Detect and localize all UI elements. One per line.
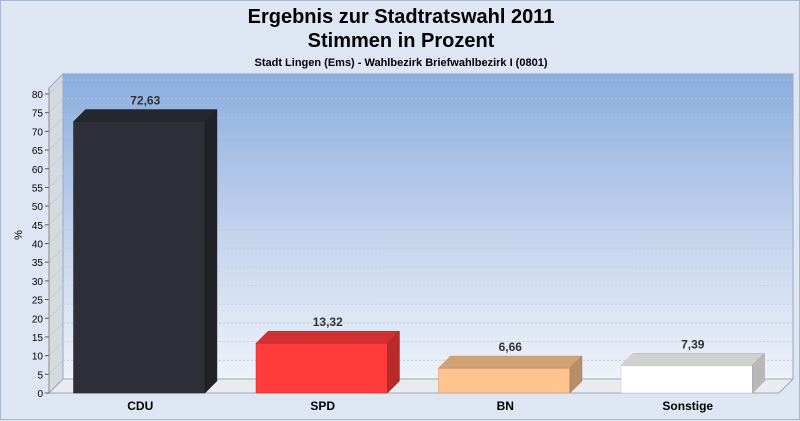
chart-title-2: Stimmen in Prozent xyxy=(307,30,495,52)
gridline-side xyxy=(48,247,64,263)
x-tick-label: Sonstige xyxy=(662,399,713,413)
data-label: 13,32 xyxy=(313,315,343,329)
y-tick-label: 60 xyxy=(32,165,44,176)
gridline-side xyxy=(48,191,64,207)
gridline-side xyxy=(48,229,64,244)
y-tick-label: 35 xyxy=(32,258,44,269)
bar-side xyxy=(387,330,400,394)
y-tick-label: 45 xyxy=(32,221,44,232)
y-tick-label: 80 xyxy=(32,90,44,101)
gridline-side xyxy=(48,266,64,282)
bar-front xyxy=(438,367,571,394)
y-tick-label: 75 xyxy=(32,109,44,120)
y-tick-label: 20 xyxy=(32,314,44,325)
gridline-side xyxy=(48,173,64,188)
labels: 0 5 10 15 20 25 30 35 40 45 50 55 60 65 70 75 80% 72,63 CD… xyxy=(13,90,713,413)
chart-title: Ergebnis zur Stadtratswahl 2011 xyxy=(247,6,555,28)
data-label: 6,66 xyxy=(499,340,523,354)
chart-subtitle: Stadt Lingen (Ems) - Wahlbezirk Briefwah… xyxy=(254,57,548,69)
y-tick-label: 0 xyxy=(37,389,43,400)
bar-front xyxy=(255,342,388,394)
bar-top xyxy=(437,355,583,369)
gridline-side xyxy=(48,98,64,113)
bar-top xyxy=(620,353,766,366)
bar-spd xyxy=(255,330,401,394)
y-tick-label: 5 xyxy=(37,370,43,381)
x-tick-label: BN xyxy=(497,399,514,413)
bar-side xyxy=(752,352,765,394)
bar-top xyxy=(255,330,401,344)
y-tick-label: 25 xyxy=(32,296,44,307)
gridline-side xyxy=(48,154,64,170)
gridline-side xyxy=(48,360,64,375)
y-tick-label: 10 xyxy=(32,352,44,363)
bar-front xyxy=(620,365,753,394)
plot-background xyxy=(47,72,795,395)
gridline-side xyxy=(48,117,64,132)
gridline-side xyxy=(48,285,64,300)
x-tick-label: SPD xyxy=(310,399,335,413)
bar-side xyxy=(204,108,218,394)
y-tick-label: 30 xyxy=(32,277,44,288)
data-label: 72,63 xyxy=(130,94,160,108)
bar-top xyxy=(72,109,218,122)
bar-sonstige xyxy=(620,352,766,394)
bar-front xyxy=(73,121,206,394)
gridline-side xyxy=(48,210,64,226)
gridline-side xyxy=(48,322,64,338)
bar-side xyxy=(569,355,583,394)
y-tick-label: 70 xyxy=(32,127,44,138)
y-tick-label: 40 xyxy=(32,240,44,251)
plot-side-wall xyxy=(48,72,64,395)
chart-title-block: Ergebnis zur Stadtratswahl 2011 Stimmen … xyxy=(1,5,800,70)
gridline-side xyxy=(48,135,64,151)
y-tick-label: 65 xyxy=(32,146,44,157)
bar-cdu xyxy=(72,108,218,394)
y-tick-label: 55 xyxy=(32,183,44,194)
y-tick-label: 15 xyxy=(32,333,44,344)
gridline-side xyxy=(48,303,64,319)
x-tick-label: CDU xyxy=(127,399,153,413)
gridline-side xyxy=(48,341,64,356)
gridline-side xyxy=(48,79,64,95)
bar-bn xyxy=(437,355,583,394)
bars xyxy=(72,108,766,394)
data-label: 7,39 xyxy=(681,337,705,351)
y-axis-label: % xyxy=(13,230,25,240)
y-tick-label: 50 xyxy=(32,202,44,213)
